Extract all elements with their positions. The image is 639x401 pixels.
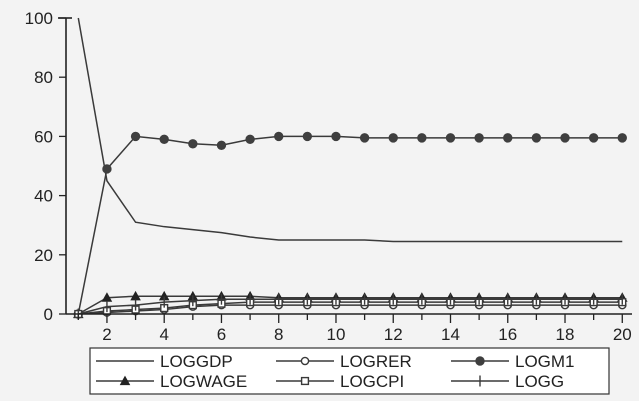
- legend-item-loggdp: LOGGDP: [96, 352, 233, 371]
- series-line-logwage: [77, 295, 623, 315]
- marker-filled-circle: [503, 133, 513, 143]
- legend-item-logg: LOGG: [451, 372, 564, 391]
- legend-label: LOGM1: [515, 352, 575, 371]
- legend-swatch-marker: [300, 376, 310, 386]
- legend-item-logcpi: LOGCPI: [276, 372, 404, 391]
- data-point-logm1: [302, 131, 313, 142]
- legend: LOGGDP LOGRER LOGM1 LOGWAGE LOGCPI LOGG: [89, 347, 610, 395]
- legend-label: LOGGDP: [160, 352, 233, 371]
- y-tick-label: 100: [25, 9, 53, 28]
- series-line-logg: [78, 298, 623, 315]
- y-tick-label: 80: [34, 68, 53, 87]
- x-tick-label: 20: [613, 325, 632, 344]
- series-line-loggdp: [77, 17, 623, 243]
- data-point-logm1: [216, 140, 227, 150]
- data-point-logm1: [359, 133, 370, 143]
- legend-label: LOGG: [515, 372, 564, 391]
- series-line-logcpi: [78, 301, 623, 315]
- marker-filled-circle: [445, 133, 456, 143]
- x-tick-label: 2: [102, 325, 111, 344]
- legend-box: [89, 347, 610, 395]
- marker-open-square: [300, 376, 310, 386]
- x-tick-label: 18: [556, 325, 575, 344]
- x-tick-label: 4: [159, 325, 168, 344]
- x-tick-label: 10: [327, 325, 346, 344]
- data-point-logm1: [474, 133, 484, 143]
- marker-filled-circle: [588, 133, 599, 143]
- data-point-logm1: [102, 164, 112, 174]
- data-point-logm1: [245, 134, 255, 145]
- marker-filled-circle: [274, 131, 284, 142]
- series-layer: [73, 17, 628, 320]
- data-point-logm1: [531, 133, 542, 143]
- data-point-logm1: [417, 133, 427, 143]
- marker-filled-circle: [617, 133, 627, 143]
- marker-open-circle: [300, 356, 310, 366]
- y-tick-label: 0: [44, 305, 53, 324]
- axes-layer: 0 20 40 60 80 100 2 4 6 8 10 12 14 16 18 20: [25, 9, 632, 344]
- series-line-logm1: [77, 135, 623, 315]
- series-logg: [77, 293, 623, 320]
- legend-label: LOGWAGE: [160, 372, 247, 391]
- legend-item-logwage: LOGWAGE: [96, 372, 247, 391]
- marker-filled-circle: [359, 133, 370, 143]
- marker-filled-circle: [474, 133, 484, 143]
- marker-filled-circle: [417, 133, 427, 143]
- marker-filled-circle: [531, 133, 542, 143]
- data-point-logm1: [274, 131, 284, 142]
- marker-filled-circle: [245, 134, 255, 145]
- x-tick-label: 8: [274, 325, 283, 344]
- marker-filled-circle: [331, 131, 341, 142]
- data-point-logm1: [130, 131, 141, 142]
- data-point-logm1: [588, 133, 599, 143]
- data-point-logm1: [188, 139, 198, 149]
- y-tick-label: 60: [34, 127, 53, 146]
- marker-filled-circle: [130, 131, 141, 142]
- data-point-logm1: [331, 131, 341, 142]
- legend-item-logrer: LOGRER: [276, 352, 412, 371]
- data-point-logm1: [445, 133, 456, 143]
- y-tick-label: 20: [34, 246, 53, 265]
- marker-filled-circle: [188, 139, 198, 149]
- marker-filled-circle: [302, 131, 313, 142]
- legend-swatch-marker: [475, 356, 485, 366]
- data-point-logm1: [503, 133, 513, 143]
- legend-label: LOGCPI: [340, 372, 404, 391]
- marker-filled-circle: [159, 134, 169, 145]
- data-point-logm1: [159, 134, 169, 145]
- series-logm1: [73, 131, 627, 319]
- legend-label: LOGRER: [340, 352, 412, 371]
- marker-filled-circle: [388, 133, 398, 143]
- data-point-logm1: [388, 133, 398, 143]
- marker-filled-circle: [102, 164, 112, 174]
- y-tick-label: 40: [34, 187, 53, 206]
- data-point-logm1: [617, 133, 627, 143]
- marker-filled-circle: [560, 133, 570, 143]
- marker-filled-circle: [216, 140, 227, 150]
- x-tick-label: 12: [384, 325, 403, 344]
- series-line-logrer: [78, 304, 623, 315]
- marker-filled-circle: [475, 356, 485, 366]
- legend-swatch-marker: [119, 375, 131, 386]
- data-point-logm1: [560, 133, 570, 143]
- marker-filled-triangle: [119, 375, 131, 386]
- legend-item-logm1: LOGM1: [451, 352, 575, 371]
- x-tick-label: 6: [217, 325, 226, 344]
- legend-swatch-marker: [300, 356, 310, 366]
- x-tick-label: 14: [441, 325, 460, 344]
- series-loggdp: [77, 17, 623, 243]
- x-tick-label: 16: [498, 325, 517, 344]
